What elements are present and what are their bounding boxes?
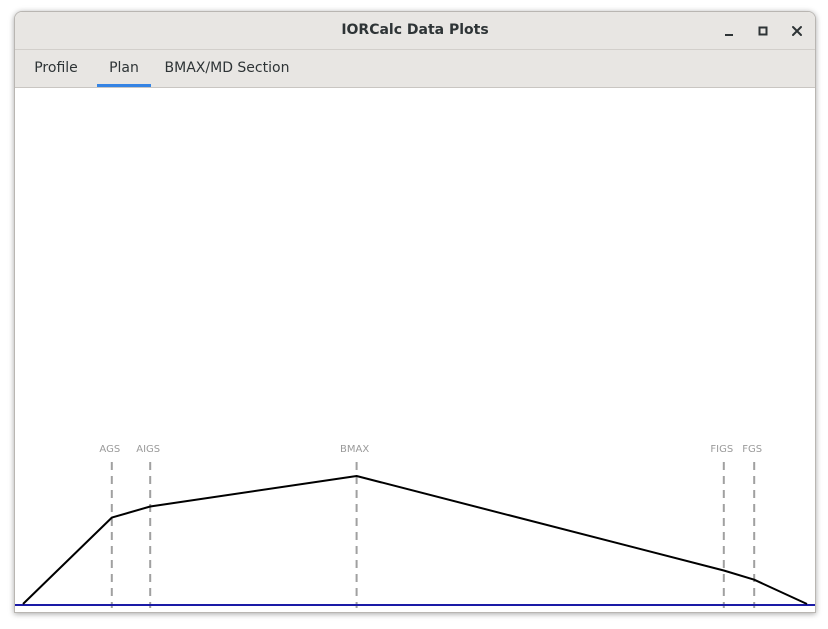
window-title: IORCalc Data Plots [341, 22, 489, 38]
plan-chart: AGS AIGS BMAX FIGS FGS [15, 444, 815, 608]
tab-plan-label: Plan [109, 60, 139, 76]
plan-plot-area: AGS AIGS BMAX FIGS FGS [15, 88, 815, 612]
tab-profile-label: Profile [34, 60, 78, 76]
station-label-fgs: FGS [742, 444, 762, 455]
tab-profile[interactable]: Profile [25, 50, 87, 87]
close-button[interactable] [786, 20, 808, 42]
title-bar[interactable]: IORCalc Data Plots [15, 12, 815, 50]
maximize-icon [758, 26, 768, 36]
station-label-bmax: BMAX [340, 444, 369, 455]
station-label-figs: FIGS [710, 444, 733, 455]
close-icon [792, 26, 802, 36]
app-window: IORCalc Data Plots Profile Plan BMAX/MD … [14, 11, 816, 613]
tab-plan[interactable]: Plan [97, 50, 151, 87]
minimize-button[interactable] [718, 20, 740, 42]
plan-outline-line [22, 475, 808, 605]
tab-bmax-md-section-label: BMAX/MD Section [164, 60, 290, 76]
maximize-button[interactable] [752, 20, 774, 42]
tab-bmax-md-section[interactable]: BMAX/MD Section [161, 50, 293, 87]
station-label-ags: AGS [99, 444, 120, 455]
tab-bar: Profile Plan BMAX/MD Section [15, 50, 815, 88]
minimize-icon [725, 34, 733, 36]
station-label-aigs: AIGS [136, 444, 160, 455]
